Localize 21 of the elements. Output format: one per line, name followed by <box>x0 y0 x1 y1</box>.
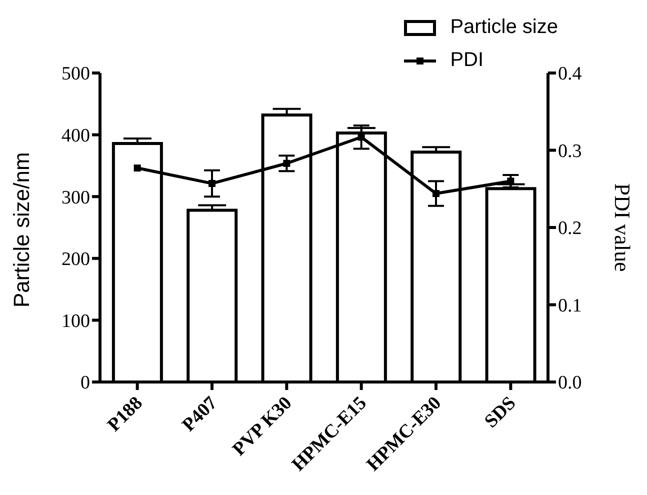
y-tick-label: 0 <box>80 372 90 394</box>
y-axis-title: Particle size/nm <box>8 152 34 308</box>
x-tick-label: SDS <box>480 392 520 432</box>
point <box>358 134 365 141</box>
point <box>208 180 216 187</box>
y2-tick-label: 0.0 <box>558 372 582 394</box>
y-tick-label: 300 <box>62 187 90 208</box>
legend-label: PDI <box>450 49 484 72</box>
y-tick-label: 500 <box>62 64 90 85</box>
y2-tick-label: 0.2 <box>558 218 582 240</box>
y2-tick-label: 0.3 <box>558 140 582 162</box>
point <box>432 190 440 198</box>
y-tick-label: 200 <box>62 249 90 270</box>
legend-label: Particle size <box>450 16 558 39</box>
y2-axis-title: PDI value <box>610 183 636 272</box>
point <box>134 164 141 172</box>
y2-tick-label: 0.4 <box>558 64 582 85</box>
y2-tick-label: 0.1 <box>558 295 582 316</box>
y-tick-label: 400 <box>62 126 90 147</box>
point <box>283 160 290 167</box>
y-tick-label: 100 <box>62 310 90 332</box>
